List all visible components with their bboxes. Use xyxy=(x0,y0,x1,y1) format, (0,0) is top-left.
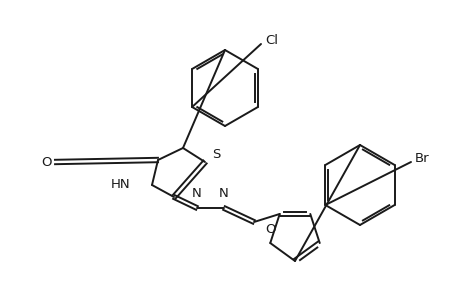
Text: Br: Br xyxy=(414,152,429,164)
Text: N: N xyxy=(192,187,202,200)
Text: S: S xyxy=(212,148,220,160)
Text: O: O xyxy=(264,223,275,236)
Text: HN: HN xyxy=(110,178,130,191)
Text: Cl: Cl xyxy=(264,34,277,46)
Text: N: N xyxy=(218,187,229,200)
Text: O: O xyxy=(42,155,52,169)
